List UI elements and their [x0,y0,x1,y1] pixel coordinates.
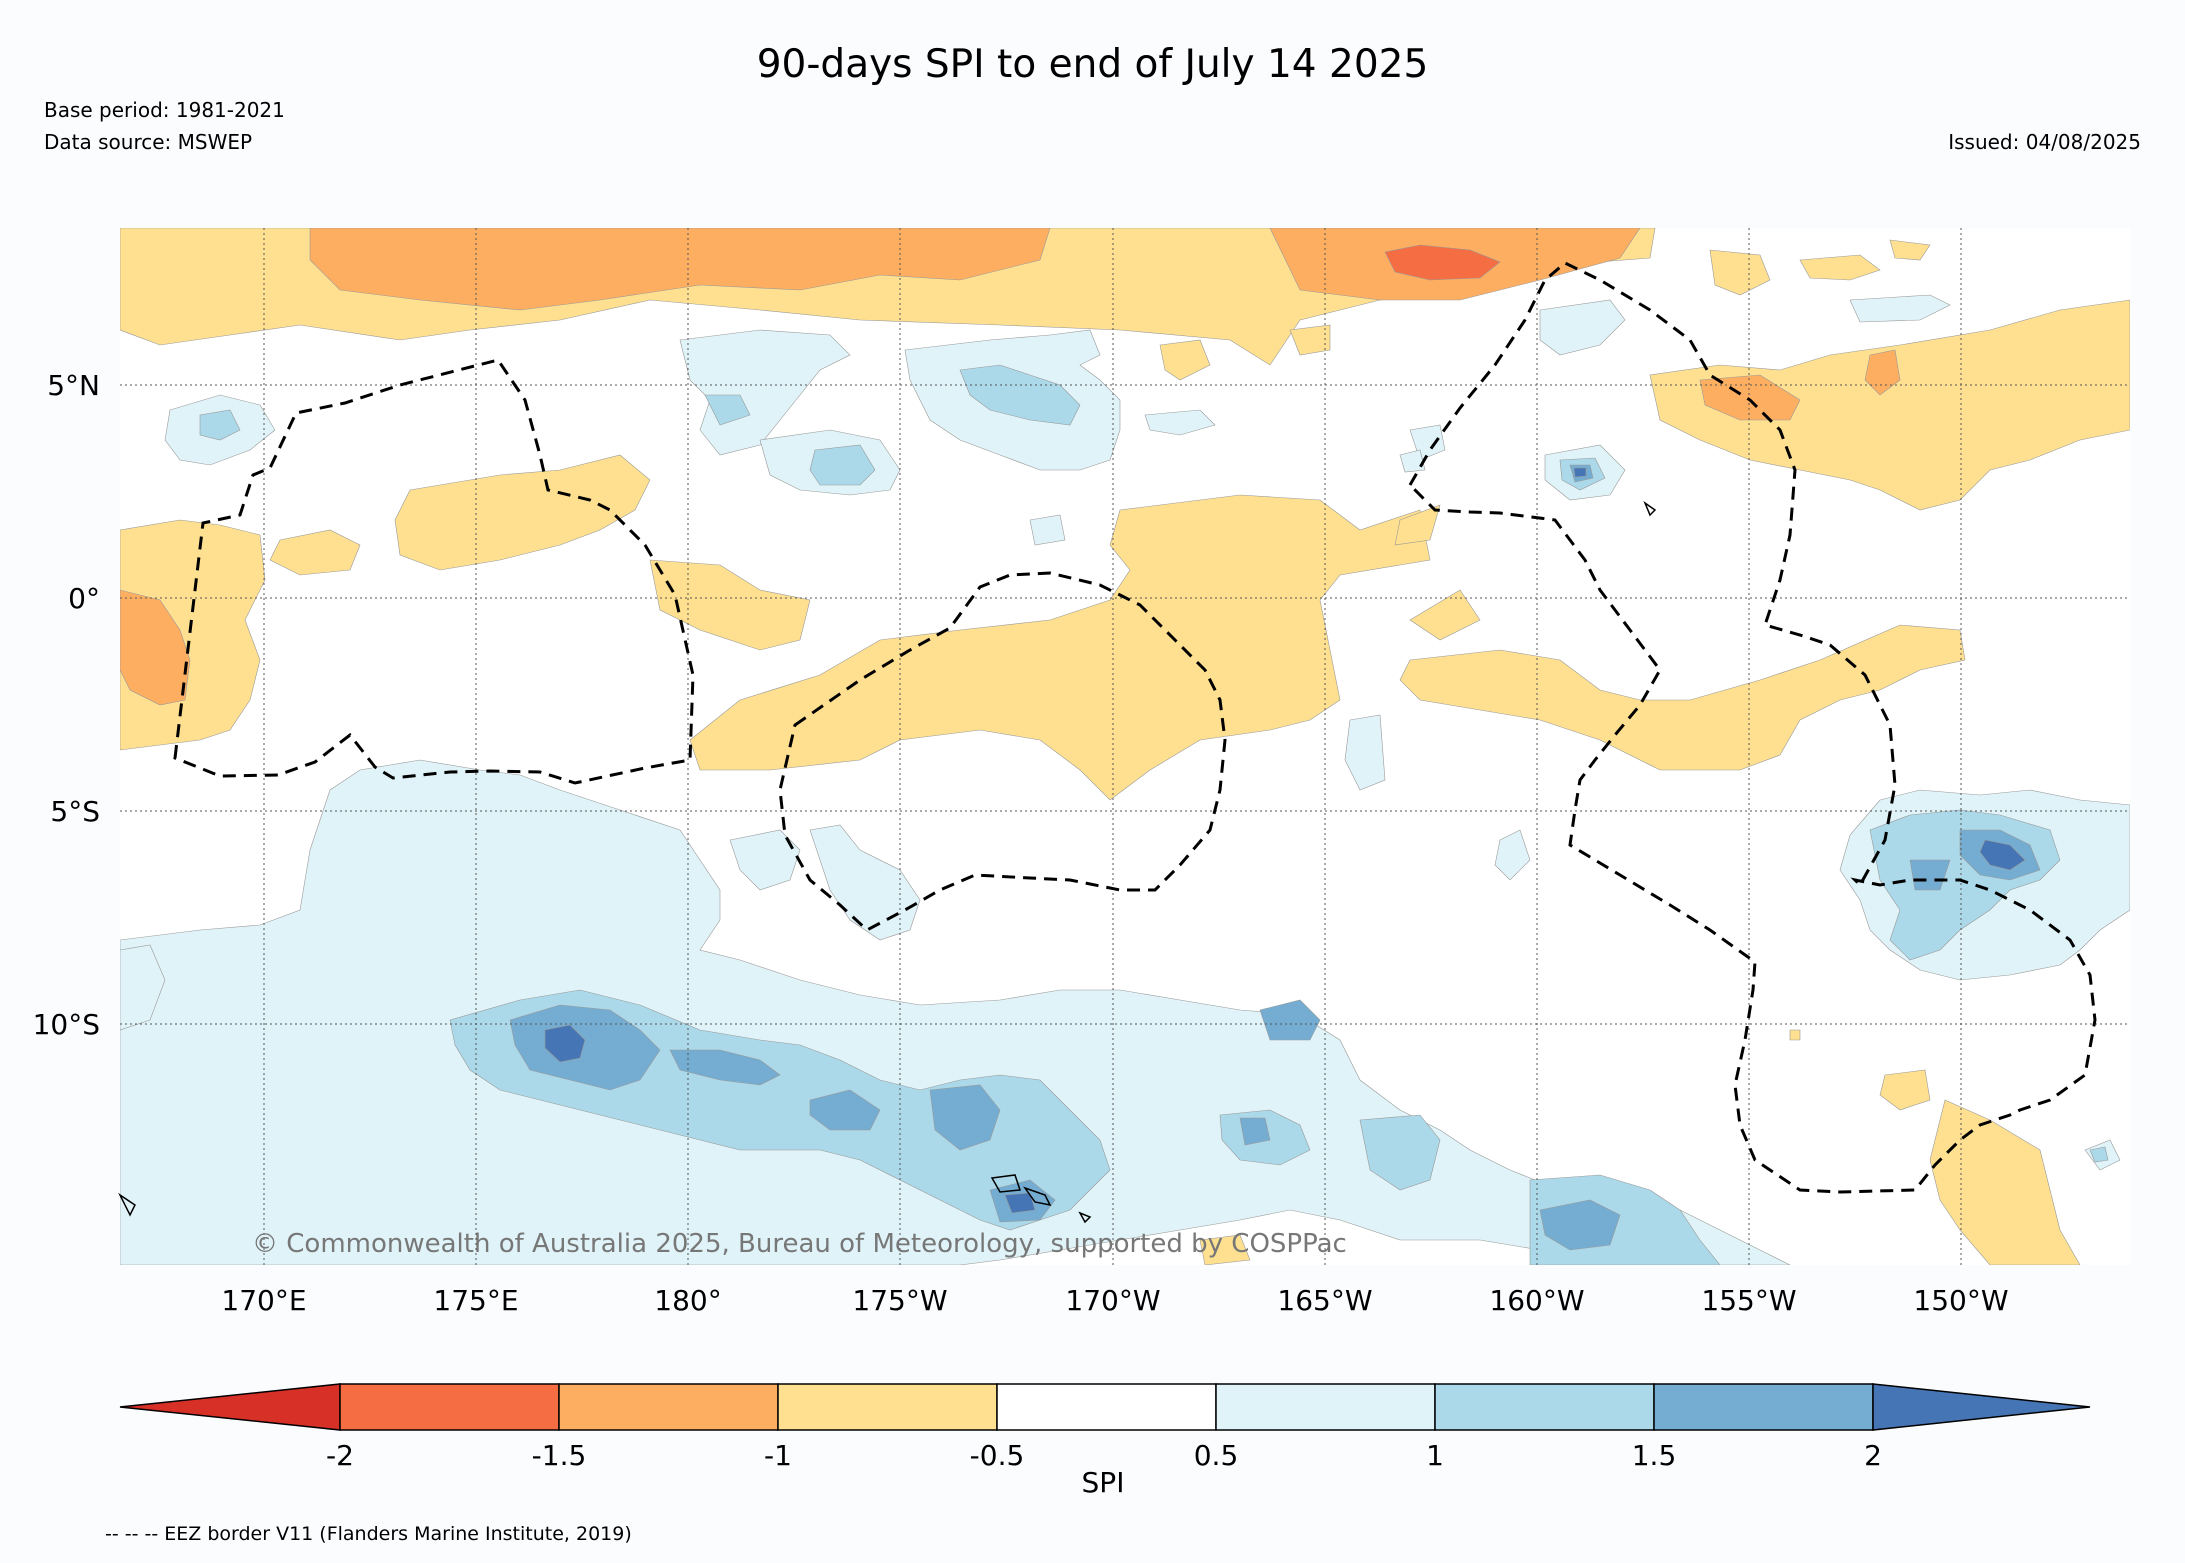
colorbar: -2 -1.5 -1 -0.5 0.5 1 1.5 2 [119,1383,2091,1472]
lon-axis: 170°E 175°E 180° 175°W 170°W 165°W 160°W… [221,1284,2008,1317]
dry-regions [120,228,2130,1265]
wet-regions [120,294,2130,1265]
lon-label: 150°W [1913,1284,2008,1317]
colorbar-bin [1653,1383,1874,1431]
colorbar-bin [339,1383,560,1431]
colorbar-tick-label: 1.5 [1632,1439,1677,1472]
lon-label: 160°W [1489,1284,1584,1317]
lat-label: 0° [68,582,100,615]
spi-field [120,228,2130,1265]
islands [118,500,1657,1224]
colorbar-tick-label: 1 [1426,1439,1444,1472]
colorbar-extend-high [1872,1383,2091,1431]
eez-kiribati-line [1408,261,2097,1194]
colorbar-bin [777,1383,998,1431]
lon-label: 175°W [852,1284,947,1317]
colorbar-tick-label: -2 [326,1439,354,1472]
lon-label: 165°W [1277,1284,1372,1317]
lat-label: 5°N [47,369,100,402]
colorbar-label: SPI [1082,1466,1125,1499]
colorbar-tick-label: -0.5 [970,1439,1025,1472]
lat-label: 10°S [33,1008,100,1041]
colorbar-tick-label: 0.5 [1194,1439,1239,1472]
colorbar-tick-label: -1.5 [532,1439,587,1472]
colorbar-tick-label: 2 [1864,1439,1882,1472]
eez-footnote: -- -- -- EEZ border V11 (Flanders Marine… [105,1523,632,1545]
colorbar-bin [996,1383,1217,1431]
lon-label: 155°W [1701,1284,1796,1317]
eez-borders [173,261,2097,1194]
lon-label: 175°E [433,1284,518,1317]
colorbar-bin [558,1383,779,1431]
lon-label: 170°W [1065,1284,1160,1317]
chart-title: 90-days SPI to end of July 14 2025 [756,42,1429,87]
colorbar-extend-low [119,1383,341,1431]
colorbar-bin [1215,1383,1436,1431]
copyright-notice: © Commonwealth of Australia 2025, Bureau… [252,1229,1347,1259]
lon-label: 170°E [221,1284,306,1317]
colorbar-tick-label: -1 [764,1439,792,1472]
colorbar-bin [1434,1383,1655,1431]
lat-label: 5°S [50,795,100,828]
base-period: Base period: 1981-2021 [44,98,285,122]
eez-kiribati-phoenix [778,571,1227,932]
lat-axis: 5°N 0° 5°S 10°S [33,369,100,1041]
eez-kiribati-gilberts [173,358,695,785]
issued-date: Issued: 04/08/2025 [1948,130,2141,154]
data-source: Data source: MSWEP [44,130,253,154]
lon-label: 180° [654,1284,721,1317]
